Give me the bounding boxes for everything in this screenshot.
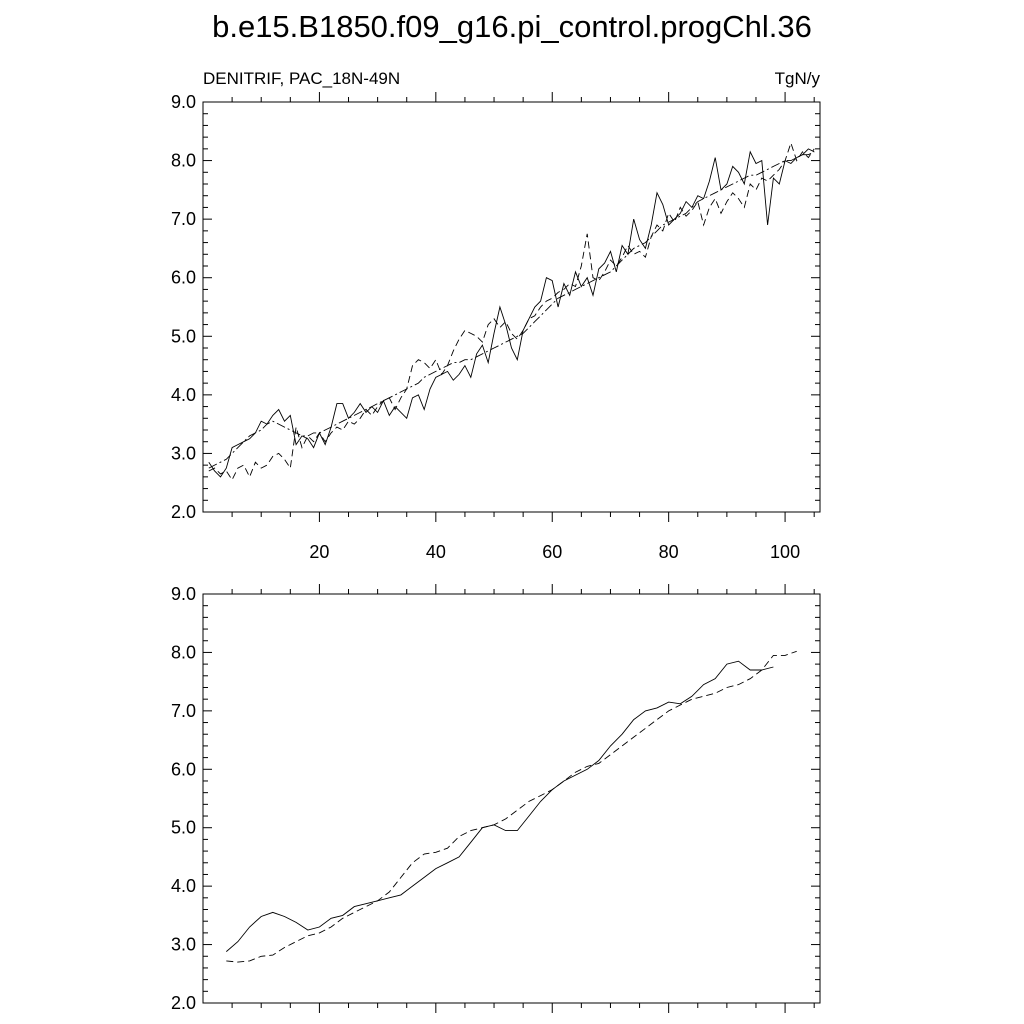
top-x-tick-label: 100: [770, 542, 800, 562]
top-y-tick-label: 8.0: [171, 151, 196, 171]
bottom-y-tick-label: 8.0: [171, 642, 196, 662]
top-line-chart: DENITRIF, PAC_18N-49N TgN/y 2.0 3.0 4.0 5.0…: [171, 69, 821, 562]
top-x-tick-label: 20: [309, 542, 329, 562]
figure-title: b.e15.B1850.f09_g16.pi_control.progChl.3…: [212, 9, 812, 44]
bottom-y-tick-label: 3.0: [171, 935, 196, 955]
top-y-tick-label: 4.0: [171, 385, 196, 405]
bottom-y-tick-label: 6.0: [171, 759, 196, 779]
top-chart-units-label: TgN/y: [775, 69, 821, 88]
top-y-tick-label: 9.0: [171, 92, 196, 112]
bottom-line-chart: 2.0 3.0 4.0 5.0 6.0 7.0 8.0 9.0: [171, 584, 821, 1013]
top-x-tick-label: 40: [426, 542, 446, 562]
top-y-tick-label: 3.0: [171, 443, 196, 463]
bottom-y-tick-label: 5.0: [171, 818, 196, 838]
top-x-tick-label: 80: [659, 542, 679, 562]
top-series-solid-line: [208, 148, 815, 478]
top-y-tick-label: 6.0: [171, 268, 196, 288]
top-y-tick-label: 2.0: [171, 502, 196, 522]
top-x-tick-label: 60: [542, 542, 562, 562]
bottom-series-solid-line: [226, 660, 774, 952]
top-chart-frame: [202, 101, 821, 513]
bottom-chart-frame: [202, 593, 821, 1004]
top-y-tick-label: 5.0: [171, 326, 196, 346]
bottom-y-tick-label: 4.0: [171, 876, 196, 896]
top-series-dashed-line: [208, 141, 815, 481]
bottom-y-tick-label: 2.0: [171, 993, 196, 1013]
top-chart-left-label: DENITRIF, PAC_18N-49N: [203, 69, 400, 88]
bottom-series-dashed-line: [226, 650, 797, 963]
bottom-y-tick-label: 7.0: [171, 701, 196, 721]
top-series-dashdot-line: [208, 151, 815, 469]
top-y-tick-label: 7.0: [171, 209, 196, 229]
bottom-y-tick-label: 9.0: [171, 584, 196, 604]
